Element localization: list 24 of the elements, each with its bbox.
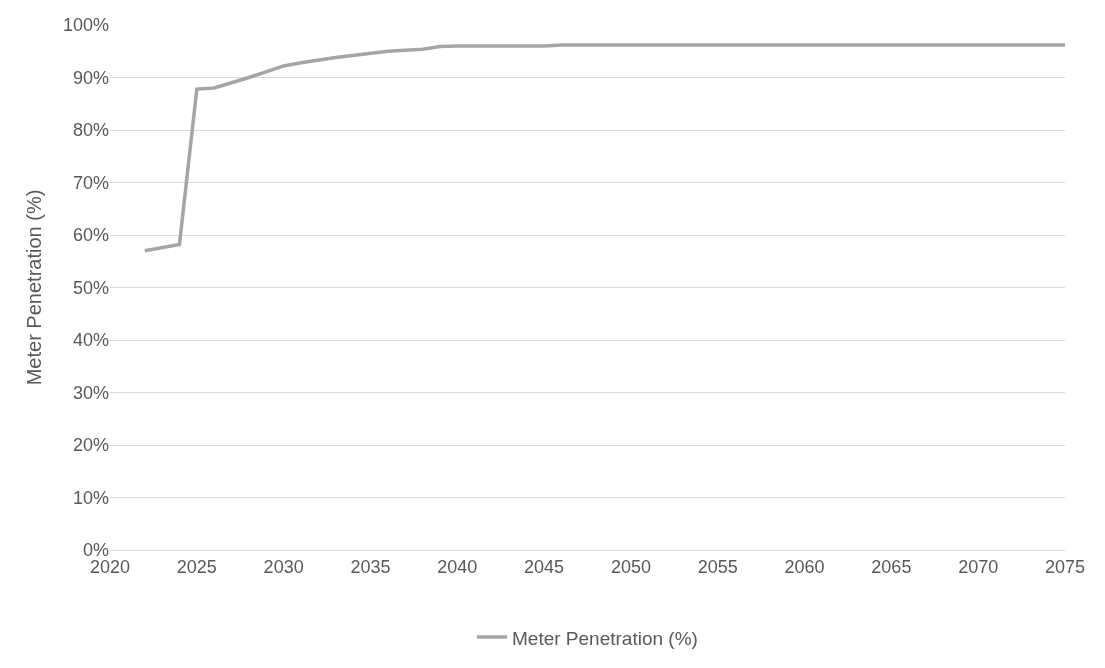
legend-label: Meter Penetration (%) (512, 627, 698, 649)
y-tick-label: 30% (72, 382, 109, 403)
x-tick-label: 2060 (784, 556, 825, 577)
y-tick-label: 80% (72, 120, 109, 141)
y-tick-label: 60% (72, 225, 109, 246)
x-tick-label: 2065 (871, 556, 912, 577)
y-tick-label: 70% (72, 172, 109, 193)
x-tick-label: 2025 (176, 556, 217, 577)
x-tick-label: 2045 (524, 556, 565, 577)
y-tick-label: 50% (72, 277, 109, 298)
x-tick-label: 2070 (958, 556, 999, 577)
x-tick-label: 2040 (437, 556, 478, 577)
x-tick-label: 2035 (350, 556, 391, 577)
y-axis-title: Meter Penetration (%) (23, 189, 46, 386)
y-tick-label: 20% (72, 435, 109, 456)
x-tick-label: 2075 (1044, 556, 1086, 577)
x-tick-label: 2030 (263, 556, 304, 577)
x-tick-label: 2055 (697, 556, 738, 577)
y-tick-label: 90% (72, 67, 109, 88)
y-tick-label: 10% (72, 487, 109, 508)
x-tick-label: 2050 (610, 556, 651, 577)
line-series (142, 43, 1065, 253)
y-tick-label: 40% (72, 330, 109, 351)
y-tick-label: 100% (62, 15, 109, 36)
